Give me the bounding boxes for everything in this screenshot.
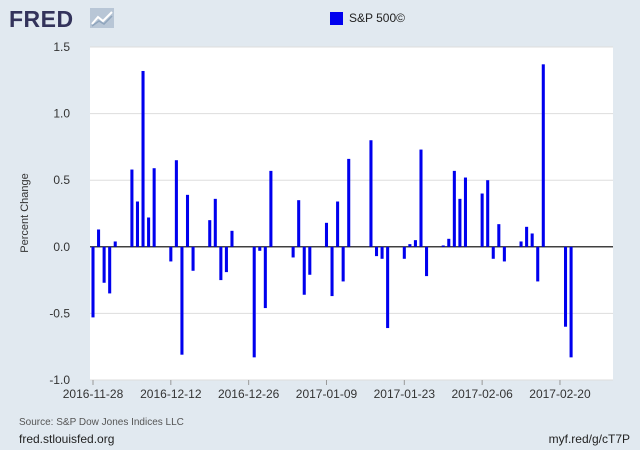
bar: [569, 246, 573, 358]
fred-logo: FRED: [9, 6, 74, 32]
bar: [563, 246, 568, 327]
bar: [497, 224, 501, 247]
bar: [219, 246, 223, 281]
x-tick-label: 2016-11-28: [63, 387, 124, 401]
bar: [102, 246, 106, 283]
bar: [336, 201, 340, 247]
x-tick-label: 2016-12-26: [218, 387, 280, 401]
source-note: Source: S&P Dow Jones Indices LLC: [19, 417, 184, 428]
x-tick-label: 2017-02-20: [529, 387, 591, 401]
bar: [413, 240, 417, 247]
bar: [291, 246, 295, 258]
bar: [230, 230, 234, 247]
bar: [530, 233, 534, 247]
short-link[interactable]: myf.red/g/cT7P: [548, 432, 630, 446]
bar: [486, 180, 490, 247]
bar: [169, 246, 173, 262]
bar: [302, 246, 306, 295]
legend-swatch: [330, 12, 343, 25]
bar: [263, 246, 267, 309]
bar: [97, 229, 101, 247]
bar: [480, 193, 484, 247]
bar: [330, 246, 334, 297]
bar: [463, 177, 467, 247]
bar: [174, 160, 178, 247]
bar: [180, 246, 184, 355]
bar: [297, 200, 301, 247]
bar: [386, 246, 390, 329]
bar: [324, 222, 329, 247]
bar: [208, 220, 212, 247]
bar: [108, 246, 112, 294]
bar: [135, 201, 140, 247]
bar: [258, 246, 262, 251]
bar: [191, 246, 195, 271]
x-tick-label: 2017-01-09: [296, 387, 358, 401]
bar: [369, 140, 373, 247]
bar: [224, 246, 228, 273]
y-axis-label: Percent Change: [19, 173, 31, 253]
x-tick-label: 2017-02-06: [451, 387, 513, 401]
bar: [491, 246, 495, 259]
bar: [452, 170, 456, 247]
bar: [525, 226, 529, 247]
site-link[interactable]: fred.stlouisfed.org: [19, 432, 115, 446]
y-tick-label: 1.0: [53, 107, 70, 121]
bar: [113, 241, 117, 247]
bar: [408, 244, 412, 247]
bar: [147, 217, 151, 247]
bar: [519, 241, 523, 247]
fred-chart-icon: [90, 8, 114, 28]
bar: [308, 246, 312, 275]
bar: [213, 198, 217, 247]
bar: [141, 70, 145, 247]
y-tick-label: 1.5: [53, 40, 70, 54]
bar-chart: 1.5 1.0 0.5 0.0 -0.5 -1.0 2016-11-28 2016-12-1…: [19, 40, 613, 401]
bar: [458, 198, 462, 247]
bar: [347, 158, 351, 247]
bar: [269, 170, 273, 247]
x-tick-label: 2017-01-23: [374, 387, 436, 401]
bar: [536, 246, 540, 282]
bar: [374, 246, 379, 257]
bar: [252, 246, 256, 358]
y-tick-label: 0.5: [53, 173, 70, 187]
plot-area: [90, 47, 613, 380]
bar: [152, 168, 156, 247]
bar: [380, 246, 384, 259]
bar: [447, 238, 451, 247]
x-tick-label: 2016-12-12: [140, 387, 202, 401]
bar: [130, 169, 134, 247]
bar: [419, 149, 423, 247]
bar: [441, 245, 445, 247]
bar: [502, 246, 506, 262]
bar: [185, 194, 190, 247]
bar: [425, 246, 429, 277]
bar: [341, 246, 345, 282]
legend-series-label: S&P 500©: [349, 11, 405, 25]
bar: [541, 64, 545, 247]
bar: [402, 246, 406, 259]
y-tick-label: -1.0: [49, 373, 70, 387]
bar: [91, 246, 95, 318]
y-tick-label: 0.0: [53, 240, 70, 254]
y-tick-label: -0.5: [49, 306, 70, 320]
